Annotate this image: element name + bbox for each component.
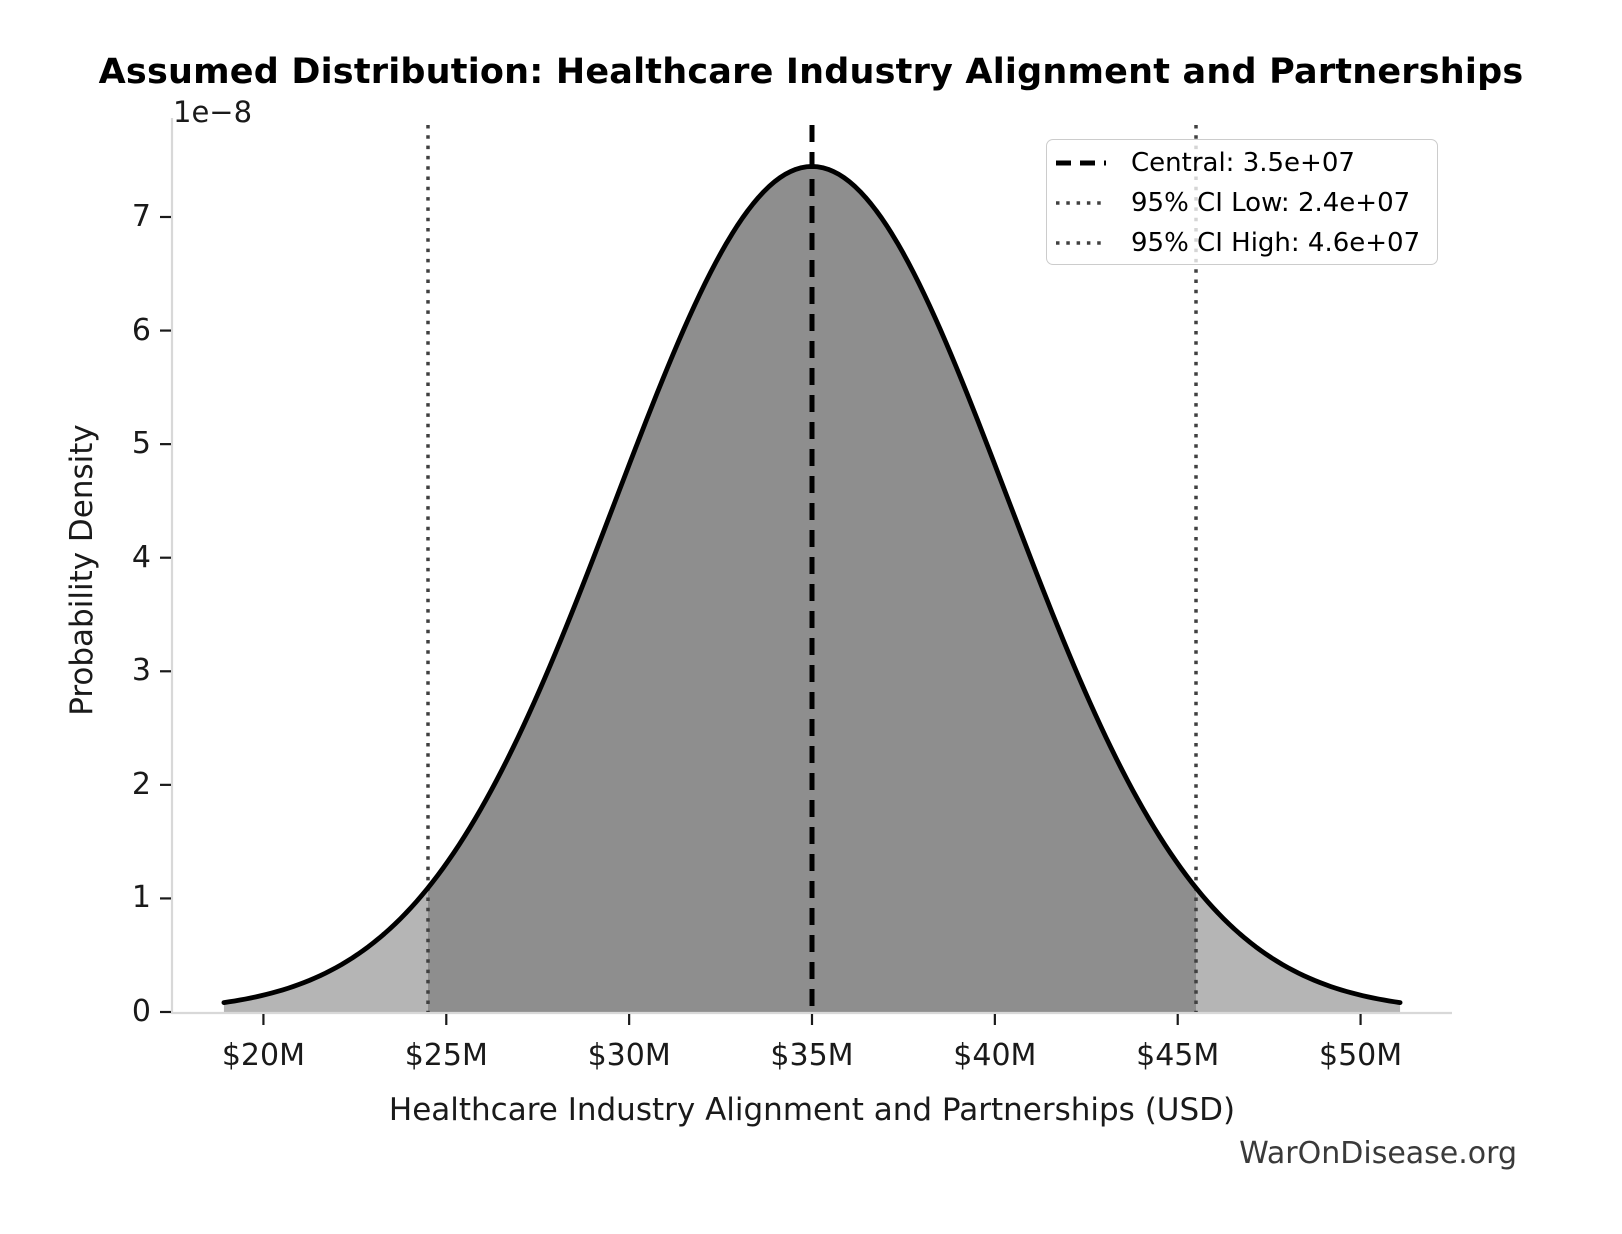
watermark: WarOnDisease.org	[1239, 1136, 1517, 1171]
dotted-line-swatch-icon	[1056, 241, 1106, 245]
y-tick-label: 4	[131, 539, 151, 575]
legend-label: 95% CI Low: 2.4e+07	[1131, 188, 1411, 218]
x-tick-label: $25M	[404, 1038, 488, 1073]
y-tick-label: 2	[131, 766, 151, 802]
x-tick-label: $35M	[770, 1038, 854, 1073]
density-curve	[221, 164, 1403, 1006]
legend: Central: 3.5e+07 95% CI Low: 2.4e+07 95% C…	[1046, 139, 1438, 265]
x-tick-label: $20M	[221, 1038, 305, 1073]
y-tick-label: 1	[131, 880, 151, 916]
dashed-line-swatch-icon	[1056, 160, 1106, 166]
y-tick-label: 6	[131, 312, 151, 348]
y-tick-label: 5	[131, 426, 151, 462]
dotted-line-swatch-icon	[1056, 201, 1106, 205]
y-tick-label: 0	[131, 994, 151, 1029]
legend-item: 95% CI High: 4.6e+07	[1055, 223, 1429, 263]
legend-item: Central: 3.5e+07	[1055, 143, 1429, 183]
x-tick-label: $40M	[953, 1038, 1037, 1073]
legend-item: 95% CI Low: 2.4e+07	[1055, 183, 1429, 223]
y-tick-label: 3	[131, 653, 151, 689]
legend-label: Central: 3.5e+07	[1131, 148, 1355, 178]
x-tick-label: $45M	[1136, 1038, 1220, 1073]
y-axis-offset-label: 1e−8	[173, 95, 253, 129]
x-tick-label: $50M	[1318, 1038, 1403, 1073]
y-tick-label: 7	[131, 198, 151, 234]
legend-label: 95% CI High: 4.6e+07	[1131, 228, 1421, 258]
chart-title: Assumed Distribution: Healthcare Industr…	[98, 52, 1524, 92]
x-tick-label: $30M	[587, 1038, 671, 1073]
x-axis-label: Healthcare Industry Alignment and Partne…	[388, 1092, 1236, 1128]
